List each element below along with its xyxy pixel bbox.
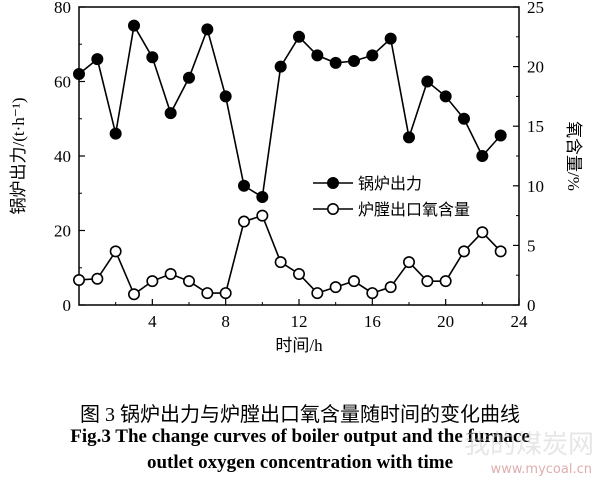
data-point [329,281,342,294]
data-point [201,287,214,300]
data-point [347,275,360,288]
data-point [347,55,360,68]
x-axis-label: 时间/h [275,336,323,355]
y-right-tick-label: 0 [527,296,536,315]
data-point [292,268,305,281]
y-left-tick-label: 20 [54,222,71,241]
x-tick-label: 20 [437,312,454,331]
data-point [128,19,141,32]
data-point [274,256,287,269]
data-point [494,129,507,142]
data-point [366,287,379,300]
data-point [183,71,196,84]
y-left-tick-label: 80 [54,0,71,17]
series-layer [73,19,507,301]
data-point [109,245,122,258]
watermark-url: www.mycoal.cn [490,462,592,477]
data-point [256,209,269,222]
data-point [439,275,452,288]
x-tick-label: 24 [511,312,529,331]
data-point [146,51,159,64]
y-left-axis-label: 锅炉出力/(t·h⁻¹) [9,98,28,215]
figure-caption-english-line2: outlet oxygen concentration with time [146,452,454,473]
data-point [73,273,86,286]
y-right-tick-label: 5 [527,236,536,255]
data-point [384,281,397,294]
y-left-tick-label: 60 [54,73,71,92]
chart: 4 8 12 16 20 240204060800510152025时间/h锅炉出力/(t… [9,0,583,355]
y-right-tick-label: 10 [527,177,544,196]
figure-caption-english-line1: Fig.3 The change curves of boiler output… [70,426,530,447]
data-point [164,107,177,120]
x-tick-label: 8 [221,312,230,331]
legend-marker [326,203,339,216]
data-point [421,275,434,288]
data-point [73,68,86,81]
data-point [402,256,415,269]
data-point [238,215,251,228]
data-point [366,49,379,62]
legend-marker [326,177,339,190]
data-point [384,32,397,45]
series-line [78,214,502,296]
data-point [91,272,104,285]
data-point [91,53,104,66]
data-point [476,150,489,163]
data-point [476,226,489,239]
x-tick-label: 16 [364,312,381,331]
data-point [146,275,159,288]
data-point [329,56,342,69]
y-left-tick-label: 0 [63,296,72,315]
legend-label: 炉膛出口氧含量 [358,201,470,219]
data-point [439,90,452,103]
data-point [311,287,324,300]
data-point [311,49,324,62]
data-point [292,30,305,43]
data-point [256,190,269,203]
y-right-tick-label: 15 [527,117,544,136]
y-left-tick-label: 40 [54,147,71,166]
figure-caption-chinese: 图 3 锅炉出力与炉膛出口氧含量随时间的变化曲线 [80,404,520,426]
data-point [164,268,177,281]
data-point [201,23,214,36]
legend-label: 锅炉出力 [358,175,422,193]
y-right-tick-label: 25 [527,0,544,17]
y-right-tick-label: 20 [527,58,544,77]
data-point [128,288,141,301]
data-point [402,131,415,144]
data-point [219,287,232,300]
data-point [219,90,232,103]
data-point [109,127,122,140]
plot-frame [78,6,520,306]
watermark-text: 我的煤炭网 [463,430,594,460]
axes: 4 8 12 16 20 240204060800510152025时间/h锅炉出力/(t… [9,0,583,355]
y-right-axis-label: 氧含量/% [564,121,583,191]
x-tick-label: 12 [291,312,308,331]
series-line [78,23,502,199]
data-point [421,75,434,88]
data-point [457,112,470,125]
data-point [494,245,507,258]
data-point [274,60,287,73]
data-point [457,245,470,258]
data-point [183,275,196,288]
x-tick-label: 4 [148,312,157,331]
data-point [238,179,251,192]
